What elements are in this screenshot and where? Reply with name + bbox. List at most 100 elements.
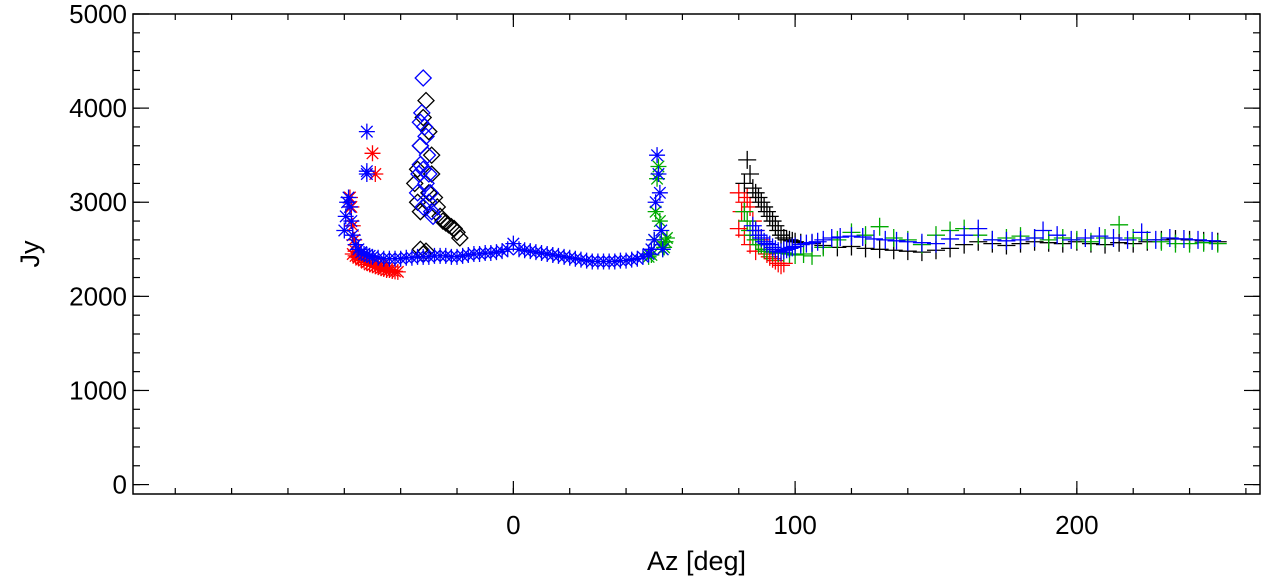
plot-frame [132,13,1261,495]
asterisk-marker [341,198,358,215]
asterisk-marker [454,247,471,264]
plus-marker [755,197,774,216]
diamond-marker [431,207,450,226]
plus-marker [1124,229,1143,247]
plus-marker [926,234,945,253]
plus-marker [746,221,765,240]
asterisk-marker [336,222,353,239]
x-tick-label: 100 [773,510,816,540]
plus-marker [842,227,861,246]
y-tick-label: 3000 [69,187,127,217]
plus-marker [814,230,833,249]
asterisk-marker [350,249,367,266]
asterisk-marker [556,248,573,265]
diamond-marker [418,146,437,165]
diamond-marker [411,155,430,174]
asterisk-marker [653,222,670,239]
asterisk-marker [449,248,466,265]
diamond-marker [415,118,434,136]
plus-marker [743,179,762,198]
asterisk-marker [337,208,354,225]
asterisk-marker [361,247,378,264]
plus-marker [752,193,771,212]
data-series [336,123,671,270]
asterisk-marker [344,246,361,262]
plus-marker [808,232,827,251]
plus-marker [853,228,872,247]
plus-marker [887,231,906,250]
plus-marker [1208,234,1227,253]
asterisk-marker [651,213,668,230]
plus-marker [912,233,931,252]
plus-marker [797,234,816,253]
asterisk-marker [606,253,623,270]
plus-marker [856,226,875,245]
asterisk-marker [471,246,488,262]
plus-marker [1118,230,1137,249]
plus-marker [749,188,768,207]
plus-marker [741,165,760,183]
y-tick-label: 1000 [69,375,127,405]
asterisk-marker [403,249,420,266]
plus-marker [743,216,762,235]
plus-marker [876,230,895,249]
asterisk-marker [344,227,361,244]
plus-marker [1174,229,1193,248]
plus-marker [1034,221,1053,240]
asterisk-marker [389,263,406,280]
diamond-marker [422,165,441,183]
asterisk-marker [346,231,363,248]
diamond-marker [408,193,427,212]
diamond-marker [450,229,469,247]
plus-marker [1048,226,1067,245]
asterisk-marker [634,248,651,265]
diamond-marker [411,113,430,132]
asterisk-marker [649,147,666,164]
plus-marker [1011,230,1030,249]
plus-marker [791,235,810,254]
diamond-marker [448,223,466,242]
asterisk-marker [339,194,356,211]
asterisk-marker [527,244,544,261]
asterisk-marker [392,250,409,267]
asterisk-marker [658,230,675,246]
diamond-marker [422,146,441,165]
asterisk-marker [347,236,364,253]
asterisk-marker [647,194,664,211]
asterisk-marker [533,245,550,262]
plus-marker [729,183,748,202]
asterisk-marker [539,246,556,262]
asterisk-marker [361,256,378,273]
plus-marker [1025,229,1044,247]
asterisk-marker [420,248,437,265]
plus-marker [1081,232,1100,251]
plus-marker [983,230,1002,249]
plus-marker [1090,227,1109,246]
asterisk-marker [572,251,589,268]
plus-marker [941,229,960,248]
y-tick-label: 2000 [69,281,127,311]
asterisk-marker [353,244,370,261]
plus-marker [738,212,757,231]
asterisk-marker [375,259,392,276]
asterisk-marker [343,213,360,230]
asterisk-marker [510,241,527,258]
plus-marker [746,183,765,202]
asterisk-marker [344,217,361,234]
plus-marker [803,233,822,252]
asterisk-marker [437,247,454,264]
plus-marker [1062,230,1081,249]
plus-marker [1104,229,1123,247]
diamond-marker [414,69,433,87]
diamond-marker [436,214,455,232]
asterisk-marker [340,189,357,206]
plus-marker [763,212,782,231]
plus-marker [1110,215,1129,234]
plus-marker [1146,230,1165,249]
diamond-marker [414,198,433,216]
y-tick-label: 4000 [69,93,127,123]
asterisk-marker [544,246,561,263]
asterisk-marker [356,246,373,262]
